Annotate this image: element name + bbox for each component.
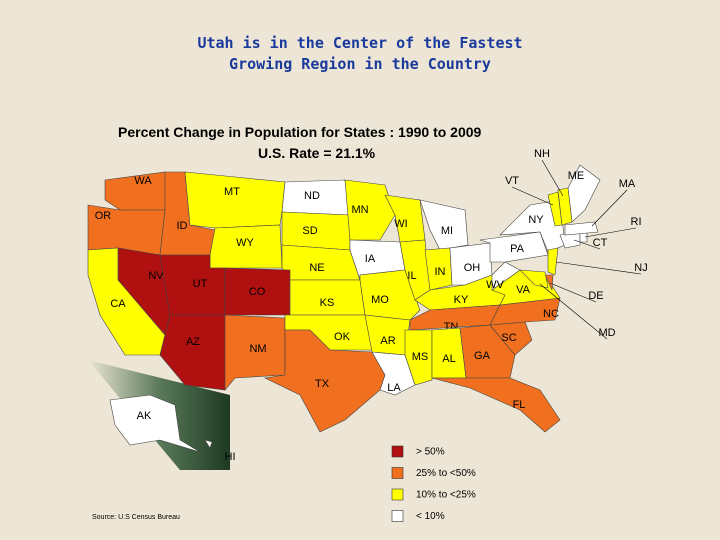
- leader-line: [555, 261, 642, 275]
- legend-swatch: [391, 488, 404, 501]
- state-label: NY: [528, 214, 544, 226]
- leader-line: [573, 239, 601, 250]
- state: [431, 377, 561, 433]
- legend: > 50% 25% to <50% 10% to <25% < 10%: [391, 445, 476, 522]
- state-label: AR: [380, 335, 395, 347]
- state-label: AL: [442, 353, 455, 365]
- leader-line: [591, 189, 628, 227]
- legend-label: 25% to <50%: [416, 468, 476, 479]
- state-label: IL: [407, 270, 416, 282]
- legend-swatch: [391, 445, 404, 458]
- state: [109, 394, 201, 453]
- state-label: MI: [441, 225, 453, 237]
- state: [519, 269, 549, 289]
- subtitle: Percent Change in Population for States …: [118, 124, 482, 140]
- state-label: SD: [302, 225, 317, 237]
- state-label: MS: [412, 351, 429, 363]
- state-label: MD: [598, 327, 615, 339]
- state-label: WI: [394, 218, 407, 230]
- state-label: ID: [177, 220, 188, 232]
- state: [184, 171, 286, 229]
- state: [209, 224, 283, 269]
- state-label: OK: [334, 331, 351, 343]
- state: [344, 179, 396, 241]
- state-label: LA: [387, 382, 401, 394]
- state-label: OR: [95, 210, 112, 222]
- state-label: UT: [193, 278, 208, 290]
- state-label: AZ: [186, 336, 200, 348]
- state-label: ND: [304, 190, 320, 202]
- state-label: WA: [134, 175, 152, 187]
- state: [459, 324, 516, 379]
- state-label: RI: [631, 216, 642, 228]
- legend-label: 10% to <25%: [416, 490, 476, 501]
- state-label: NM: [249, 343, 266, 355]
- source: Source: U.S Census Bureau: [92, 514, 180, 521]
- state: [547, 247, 559, 276]
- state-label: MT: [224, 186, 240, 198]
- state-label: MA: [619, 178, 636, 190]
- leader-line: [584, 227, 637, 238]
- state: [404, 329, 433, 386]
- leader-line: [511, 186, 554, 206]
- state-label: IA: [365, 253, 376, 265]
- state-label: NV: [148, 270, 164, 282]
- state-label: CT: [593, 237, 608, 249]
- state-label: AK: [137, 410, 152, 422]
- leader-line: [549, 282, 597, 303]
- state-label: GA: [474, 350, 491, 362]
- state-label: TX: [315, 378, 330, 390]
- state-label: NE: [309, 262, 324, 274]
- state-label: KY: [454, 294, 469, 306]
- state-label: WV: [486, 279, 504, 291]
- state: [564, 221, 599, 236]
- state-label: NJ: [634, 262, 647, 274]
- state: [544, 274, 554, 291]
- state-label: SC: [501, 332, 516, 344]
- state-label: MO: [371, 294, 389, 306]
- legend-label: < 10%: [416, 511, 445, 522]
- state-label: NH: [534, 148, 550, 160]
- state-label: PA: [510, 243, 525, 255]
- state-label: VT: [505, 175, 519, 187]
- state-label: NC: [543, 308, 559, 320]
- legend-label: > 50%: [416, 447, 445, 458]
- leader-line: [541, 159, 564, 197]
- state: [224, 314, 286, 391]
- state-label: HI: [225, 451, 236, 463]
- state: [557, 187, 573, 226]
- state-label: WY: [236, 237, 254, 249]
- state: [263, 329, 386, 433]
- map: WA OR ID MT ND SD WY NE MN NV CA UT CO AZ NM KS OK TX IA MO…: [87, 148, 648, 463]
- state-label: CA: [110, 298, 126, 310]
- leader-line: [539, 283, 608, 340]
- state-label: OH: [464, 262, 481, 274]
- title-line: Growing Region in the Country: [229, 55, 491, 73]
- state-label: CO: [249, 286, 266, 298]
- state-label: ME: [568, 170, 585, 182]
- state-label: IN: [435, 266, 446, 278]
- state-label: VA: [516, 284, 531, 296]
- state-label: DE: [588, 290, 603, 302]
- state: [204, 439, 213, 449]
- legend-swatch: [391, 467, 404, 479]
- state-label: KS: [320, 297, 335, 309]
- state-label: FL: [513, 399, 526, 411]
- us-rate: U.S. Rate = 21.1%: [258, 145, 376, 161]
- legend-swatch: [391, 510, 404, 522]
- state-label: MN: [351, 204, 368, 216]
- title-line: Utah is in the Center of the Fastest: [197, 34, 522, 52]
